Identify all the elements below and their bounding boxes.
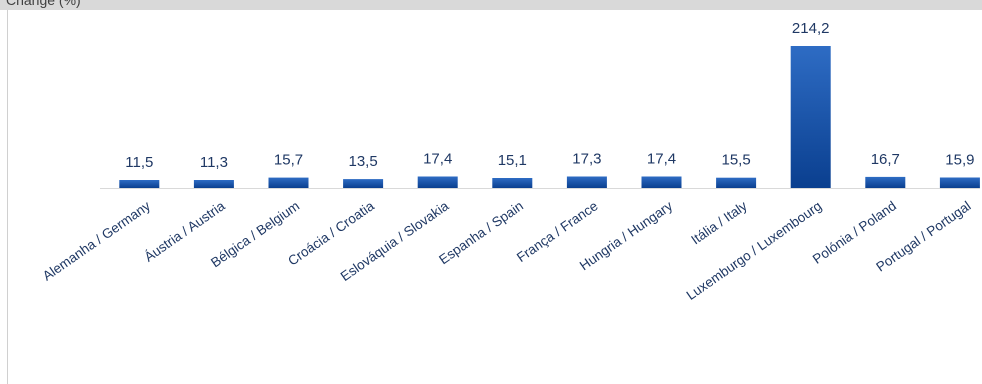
bar bbox=[193, 180, 234, 188]
bar-value-label: 15,7 bbox=[274, 152, 303, 169]
bar-value-label: 15,9 bbox=[945, 152, 974, 169]
bar bbox=[939, 177, 980, 188]
title-band: Change (%) bbox=[0, 0, 982, 10]
bar bbox=[343, 179, 384, 188]
category-label: Luxemburgo / Luxembourg bbox=[684, 198, 825, 303]
bars-group bbox=[119, 46, 980, 188]
category-label: Alemanha / Germany bbox=[40, 198, 153, 284]
bar-value-label: 17,4 bbox=[647, 151, 676, 168]
bar bbox=[566, 176, 607, 188]
bar-value-label: 11,5 bbox=[125, 154, 153, 171]
chart-title-cropped: Change (%) bbox=[6, 0, 81, 8]
value-labels-group: 11,5 11,3 15,7 13,5 17,4 15,1 17,3 17,4 15,5 214,… bbox=[125, 20, 974, 171]
frame-border bbox=[7, 10, 8, 384]
bar bbox=[492, 178, 533, 188]
bar bbox=[417, 176, 458, 188]
bar-value-label: 15,5 bbox=[721, 152, 750, 169]
bar bbox=[641, 176, 682, 188]
bar-value-label: 13,5 bbox=[348, 153, 377, 170]
category-label: Itália / Italy bbox=[688, 198, 750, 247]
bar bbox=[268, 177, 309, 188]
bar bbox=[716, 177, 757, 188]
bar-value-label: 11,3 bbox=[200, 154, 228, 171]
bar bbox=[119, 180, 160, 188]
bar bbox=[790, 46, 831, 188]
bar-value-label: 17,3 bbox=[572, 151, 601, 168]
bar-value-label: 17,4 bbox=[423, 151, 452, 168]
bar bbox=[865, 176, 906, 188]
bar-value-label: 16,7 bbox=[871, 151, 900, 168]
bar-value-label: 15,1 bbox=[498, 152, 527, 169]
bar-value-label: 214,2 bbox=[792, 20, 830, 37]
